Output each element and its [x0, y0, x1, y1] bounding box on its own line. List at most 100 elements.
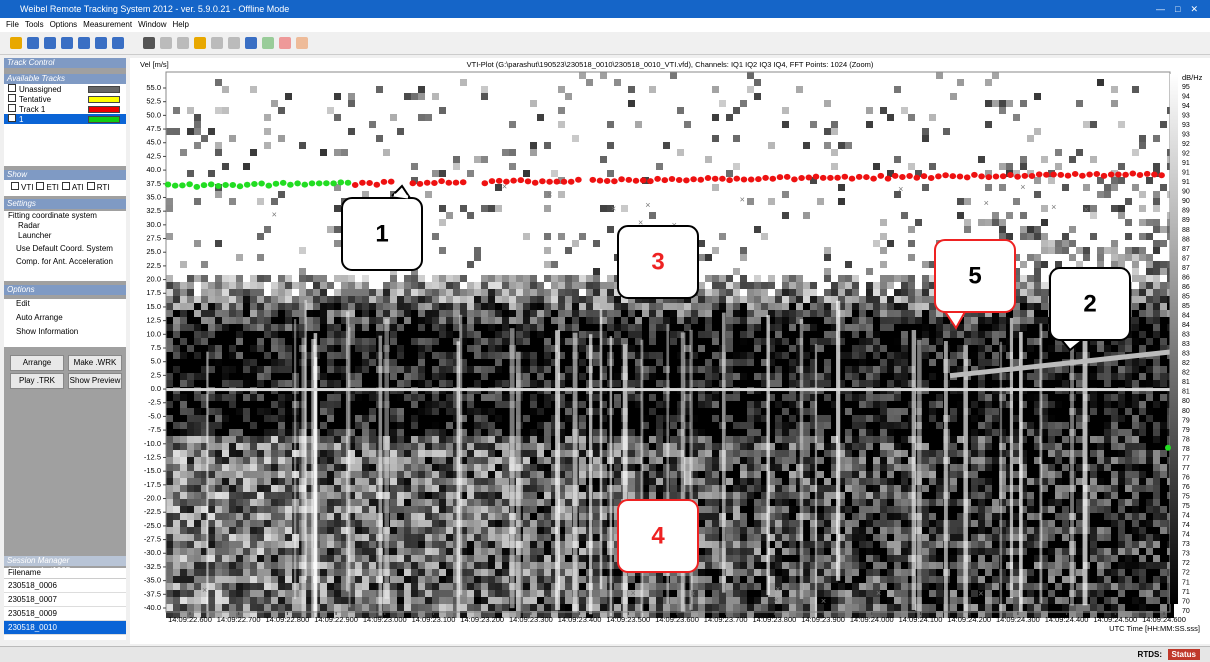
spectrum-cell [1027, 422, 1034, 429]
spectrum-cell [852, 289, 859, 296]
menu-item[interactable]: Window [138, 20, 166, 29]
checkbox[interactable] [87, 182, 95, 190]
toolbar-button[interactable] [44, 37, 56, 49]
spectrum-cell [1146, 345, 1153, 352]
show-option[interactable]: ETI [46, 183, 58, 192]
show-option[interactable]: RTI [97, 183, 110, 192]
spectrum-cell [1139, 436, 1146, 443]
toolbar-button[interactable] [245, 37, 257, 49]
spectrum-cell [698, 303, 705, 310]
spectrum-cell [572, 282, 579, 289]
spectrum-cell [1153, 422, 1160, 429]
button[interactable]: Play .TRK [10, 373, 64, 389]
button[interactable]: Arrange [10, 355, 64, 371]
spectrum-cell [446, 373, 453, 380]
spectrum-cell [1055, 436, 1062, 443]
file-row[interactable]: 230518_0007 [4, 593, 126, 607]
check-option[interactable]: Edit [4, 299, 126, 309]
checkbox[interactable] [8, 104, 16, 112]
spectrum-cell [1132, 464, 1139, 471]
toolbar-button[interactable] [78, 37, 90, 49]
checkbox[interactable] [11, 182, 19, 190]
spectrum-cell [873, 394, 880, 401]
show-option[interactable]: VTI [21, 183, 33, 192]
toolbar-button[interactable] [61, 37, 73, 49]
spectrum-cell [187, 471, 194, 478]
toolbar-button[interactable] [112, 37, 124, 49]
track-row[interactable]: Track 1 [4, 104, 126, 114]
spectrum-cell [873, 457, 880, 464]
spectrum-cell [1034, 268, 1041, 275]
spectrum-cell [824, 394, 831, 401]
track-row[interactable]: Tentative [4, 94, 126, 104]
spectrum-cell [1090, 366, 1097, 373]
check-option[interactable]: Use Default Coord. System [4, 244, 126, 254]
spectrum-cell [747, 317, 754, 324]
spectrum-cell [481, 366, 488, 373]
menu-item[interactable]: Measurement [83, 20, 132, 29]
spectrum-cell [950, 338, 957, 345]
file-row[interactable]: 230518_0006 [4, 579, 126, 593]
spectrum-cell [411, 450, 418, 457]
toolbar-button[interactable] [143, 37, 155, 49]
checkbox[interactable] [8, 94, 16, 102]
spectrum-cell [782, 289, 789, 296]
checkbox[interactable] [62, 182, 70, 190]
spectrum-cell [992, 485, 999, 492]
button[interactable]: Make .WRK [68, 355, 122, 371]
checkbox[interactable] [8, 114, 16, 122]
toolbar-button[interactable] [160, 37, 172, 49]
spectrum-cell [327, 359, 334, 366]
track-row[interactable]: 1 [4, 114, 126, 124]
spectrum-cell [390, 422, 397, 429]
spectrum-cell [866, 317, 873, 324]
spectrum-cell [593, 324, 600, 331]
spectrum-cell [257, 324, 264, 331]
toolbar-button[interactable] [194, 37, 206, 49]
spectrum-cell [278, 275, 285, 282]
spectrum-cell [495, 282, 502, 289]
menu-item[interactable]: Help [173, 20, 189, 29]
spectrum-cell [656, 352, 663, 359]
check-option[interactable]: Auto Arrange [4, 313, 126, 323]
toolbar-button[interactable] [279, 37, 291, 49]
spectrum-cell [327, 422, 334, 429]
spectrum-cell [1020, 261, 1027, 268]
menu-item[interactable]: Options [50, 20, 78, 29]
toolbar-button[interactable] [10, 37, 22, 49]
spectrum-cell [1111, 450, 1118, 457]
check-option[interactable]: Show Information [4, 327, 126, 337]
toolbar-button[interactable] [296, 37, 308, 49]
spectrum-cell [390, 317, 397, 324]
window-controls[interactable]: — □ ✕ [1156, 0, 1198, 18]
menu-item[interactable]: Tools [25, 20, 44, 29]
toolbar-button[interactable] [27, 37, 39, 49]
spectrum-cell [887, 296, 894, 303]
spectrum-cell [1090, 156, 1097, 163]
file-row[interactable]: 230518_0009 [4, 607, 126, 621]
show-option[interactable]: ATI [72, 183, 84, 192]
spectrum-cell [411, 401, 418, 408]
radio-option[interactable]: Radar [4, 221, 126, 231]
menu-item[interactable]: File [6, 20, 19, 29]
spectrum-cell [432, 464, 439, 471]
toolbar-button[interactable] [228, 37, 240, 49]
toolbar-button[interactable] [177, 37, 189, 49]
check-option[interactable]: Comp. for Ant. Acceleration [4, 257, 126, 267]
spectrum-cell [901, 282, 908, 289]
spectrum-cell [187, 303, 194, 310]
track-row[interactable]: Unassigned [4, 84, 126, 94]
toolbar-button[interactable] [262, 37, 274, 49]
toolbar-button[interactable] [95, 37, 107, 49]
spectrum-cell [173, 303, 180, 310]
toolbar-button[interactable] [211, 37, 223, 49]
spectrum-cell [222, 310, 229, 317]
radio-option[interactable]: Launcher [4, 231, 126, 241]
checkbox[interactable] [36, 182, 44, 190]
spectrum-cell [1132, 485, 1139, 492]
checkbox[interactable] [8, 84, 16, 92]
spectrum-cell [1153, 163, 1160, 170]
button[interactable]: Show Preview [68, 373, 122, 389]
spectrum-cell [243, 282, 250, 289]
file-row[interactable]: 230518_0010 [4, 621, 126, 635]
